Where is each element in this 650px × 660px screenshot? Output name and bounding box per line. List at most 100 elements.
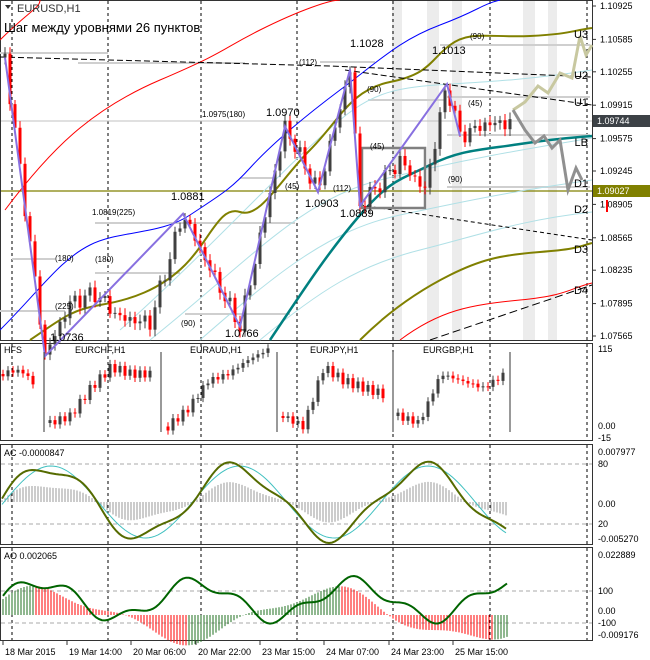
candle-body <box>458 110 462 132</box>
candle-body <box>443 90 447 113</box>
candle-body <box>233 297 237 322</box>
candle-body <box>133 317 137 324</box>
hfs-body <box>451 375 455 379</box>
hfs-body <box>93 384 97 388</box>
hfs-body <box>73 412 77 414</box>
candle-body <box>88 287 92 296</box>
hfs-body <box>411 416 415 424</box>
current-price-badge <box>593 115 650 127</box>
price-axis-label: 1.09575 <box>600 134 633 144</box>
candle-body <box>428 164 432 188</box>
pivot-label: 1.0903 <box>305 198 339 210</box>
level-price-value: 1.09027 <box>597 186 630 196</box>
candle-body <box>488 122 492 126</box>
hfs-body <box>123 365 127 376</box>
hfs-body <box>376 388 380 395</box>
candle-body <box>363 206 367 208</box>
hfs-body <box>246 360 250 364</box>
candle-body <box>253 263 257 286</box>
candle-body <box>43 324 47 355</box>
ao-axis-label: 100 <box>598 586 613 596</box>
trend-dashed-4 <box>429 284 593 341</box>
hfs-body <box>21 369 25 374</box>
hfs-body <box>241 363 245 368</box>
hfs-body <box>133 369 137 378</box>
hfs-body <box>266 348 270 353</box>
level-label-d2: D2 <box>574 204 588 216</box>
candle-body <box>58 321 62 337</box>
candle-body <box>163 280 167 282</box>
hfs-body <box>436 379 440 394</box>
price-axis-label: 1.08235 <box>600 265 633 275</box>
candle-body <box>28 216 32 242</box>
candle-body <box>333 127 337 141</box>
period-label: (90) <box>470 32 485 41</box>
hfs-body <box>496 379 500 381</box>
hfs-body <box>1 374 5 377</box>
candle-body <box>373 186 377 189</box>
hfs-body <box>261 352 265 355</box>
candle-body <box>268 192 272 218</box>
chart-subtitle: Шаг между уровнями 26 пунктов <box>4 20 200 35</box>
candle-body <box>18 127 22 164</box>
hfs-body <box>476 383 480 388</box>
time-axis-label: 20 Mar 22:00 <box>198 647 251 657</box>
candle-body <box>383 170 387 193</box>
candle-body <box>473 125 477 129</box>
price-axis-label: 1.10925 <box>600 1 633 11</box>
hfs-body <box>446 375 450 377</box>
hfs-body <box>181 409 185 422</box>
candle-body <box>123 315 127 321</box>
candle-body <box>503 120 507 130</box>
ac-axis-label: 0.007977 <box>598 447 636 457</box>
hfs-body <box>58 416 62 425</box>
pivot-label: 1.0975(180) <box>202 110 245 119</box>
hfs-body <box>166 426 170 431</box>
candle-body <box>178 228 182 232</box>
pivot-label: 1.0736 <box>50 332 84 344</box>
pivot-label: 1.0881 <box>171 191 205 203</box>
candle-body <box>403 155 407 166</box>
candle-body <box>298 147 302 152</box>
hfs-body <box>103 374 107 378</box>
candle-body <box>358 133 362 207</box>
ma-light-3 <box>259 211 593 341</box>
candle-body <box>288 120 292 139</box>
hfs-body <box>201 385 205 398</box>
forecast-bear-path <box>511 109 584 196</box>
level-price-badge <box>593 185 650 197</box>
hfs-body <box>148 370 152 378</box>
price-axis-label: 1.10585 <box>600 34 633 44</box>
time-axis-label: 25 Mar 15:00 <box>455 647 508 657</box>
ac-label: AC -0.0000847 <box>4 448 65 458</box>
ma-light-2 <box>199 179 593 341</box>
candle-body <box>468 128 472 143</box>
ao-axis-label: -100 <box>598 618 616 628</box>
candle-body <box>263 217 267 233</box>
period-label: (90) <box>367 85 382 94</box>
hfs-body <box>216 376 220 380</box>
candle-body <box>158 280 162 308</box>
period-label: (180) <box>55 254 74 263</box>
hfs-body <box>456 378 460 380</box>
hfs-body <box>321 373 325 381</box>
candle-body <box>323 171 327 186</box>
hfs-body <box>426 401 430 417</box>
hfs-body <box>296 420 300 424</box>
dropdown-triangle-icon[interactable] <box>5 5 11 9</box>
level-label-u2: U2 <box>574 70 588 82</box>
pair-label: EURAUD,H1 <box>190 345 242 355</box>
hfs-body <box>286 416 290 418</box>
candle-body <box>258 232 262 264</box>
price-axis-label: 1.09915 <box>600 100 633 110</box>
pivot-label: 1.0819(225) <box>92 208 135 217</box>
ac-axis-label: 20 <box>598 519 608 529</box>
ao-axis-label: 0.00 <box>598 606 616 616</box>
candle-body <box>53 336 57 345</box>
level-label-lb: LB <box>575 137 588 149</box>
hfs-body <box>371 385 375 395</box>
time-axis-label: 19 Mar 14:00 <box>69 647 122 657</box>
hfs-body <box>401 412 405 421</box>
hfs-body <box>501 372 505 381</box>
